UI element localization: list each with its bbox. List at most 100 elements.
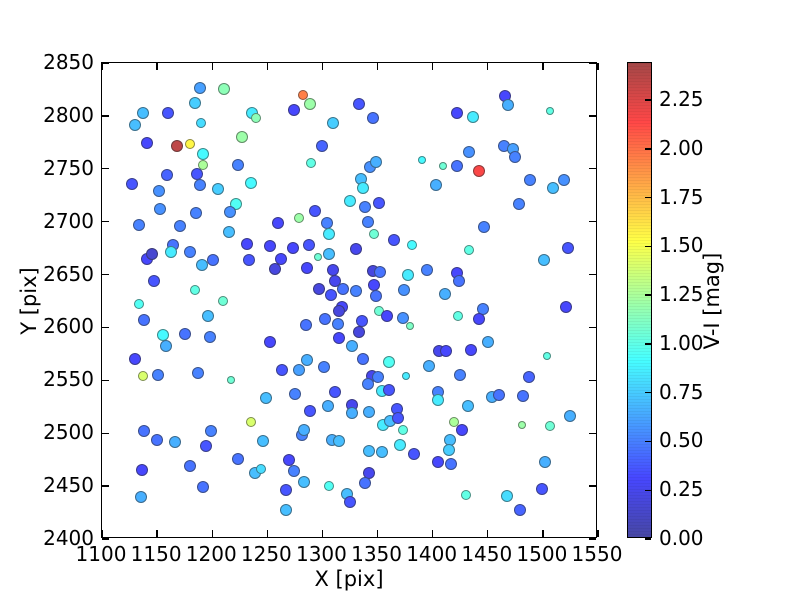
data-point (199, 439, 212, 452)
y-tick-label: 2750 (43, 155, 94, 180)
data-point (357, 181, 370, 194)
data-point (151, 433, 164, 446)
tick-mark (102, 379, 109, 382)
data-point (242, 253, 255, 266)
data-point (191, 366, 204, 379)
tick-mark (589, 326, 596, 329)
data-point (370, 289, 383, 302)
data-point (170, 139, 183, 152)
data-point (152, 369, 165, 382)
colorbar-tick-mark (645, 196, 651, 199)
data-point (398, 284, 410, 297)
data-point (297, 424, 310, 437)
data-point (450, 159, 463, 172)
colorbar-tick-mark (645, 489, 651, 491)
data-point (539, 455, 552, 468)
data-point (313, 283, 326, 296)
data-point (318, 312, 331, 325)
tick-mark (321, 530, 324, 537)
tick-mark (102, 326, 109, 329)
tick-mark (487, 530, 489, 537)
y-tick-label: 2400 (43, 526, 94, 550)
colorbar-tick-mark (645, 294, 651, 296)
tick-mark (589, 273, 596, 276)
data-point (465, 343, 478, 356)
data-point (159, 340, 172, 353)
data-point (564, 410, 577, 423)
data-point (537, 253, 550, 266)
data-point (272, 216, 285, 229)
data-point (294, 213, 305, 224)
tick-mark (589, 379, 596, 382)
data-point (134, 299, 145, 310)
data-point (382, 356, 395, 369)
data-point (174, 219, 187, 232)
data-point (396, 311, 409, 324)
y-tick-label: 2850 (43, 50, 94, 74)
colorbar-gradient (628, 63, 651, 537)
data-point (244, 176, 257, 189)
data-point (274, 252, 287, 265)
data-point (156, 328, 169, 341)
tick-mark (266, 63, 269, 70)
data-point (263, 336, 276, 349)
data-point (381, 309, 394, 322)
data-point (448, 416, 459, 427)
tick-mark (589, 168, 596, 170)
y-tick-label: 2700 (43, 208, 94, 233)
data-point (512, 197, 525, 210)
data-point (165, 246, 178, 259)
tick-mark (542, 530, 544, 537)
data-point (327, 117, 340, 130)
data-point (332, 304, 345, 317)
data-point (349, 243, 362, 256)
data-point (464, 245, 475, 256)
x-axis-label: X [pix] (314, 567, 384, 591)
data-point (500, 489, 513, 502)
data-point (461, 399, 474, 412)
x-tick-label: 1200 (185, 542, 237, 566)
data-point (201, 309, 214, 322)
data-point (235, 131, 248, 144)
data-point (304, 98, 317, 111)
y-tick-label: 2800 (43, 102, 94, 127)
data-point (323, 248, 336, 261)
tick-mark (487, 63, 489, 70)
data-point (405, 322, 414, 331)
data-point (352, 98, 365, 111)
tick-mark (597, 63, 599, 70)
colorbar-tick-label: 1.50 (659, 233, 704, 258)
data-point (370, 156, 383, 169)
tick-mark (589, 485, 596, 487)
data-point (432, 394, 445, 407)
data-point (492, 389, 505, 402)
tick-mark (102, 273, 109, 276)
tick-mark (589, 115, 596, 117)
data-point (543, 352, 552, 360)
tick-mark (376, 530, 379, 537)
data-point (501, 99, 514, 112)
data-point (423, 359, 436, 372)
y-tick-label: 2450 (43, 473, 94, 498)
data-point (245, 416, 256, 427)
data-point (129, 353, 142, 366)
data-point (546, 181, 559, 194)
data-point (372, 196, 385, 209)
data-point (517, 420, 526, 429)
data-point (222, 226, 235, 239)
data-point (432, 455, 445, 468)
tick-mark (431, 530, 434, 537)
data-point (332, 332, 345, 345)
colorbar-tick-label: 0.75 (659, 379, 704, 404)
data-point (373, 266, 386, 279)
data-point (421, 264, 434, 277)
colorbar-tick-label: 1.00 (659, 330, 704, 355)
colorbar-tick-mark (645, 148, 651, 150)
plot-area (101, 62, 599, 540)
data-point (406, 239, 417, 250)
colorbar-tick-label: 0.00 (659, 526, 704, 550)
data-point (162, 106, 175, 119)
data-point (251, 113, 262, 123)
data-point (456, 424, 469, 437)
data-point (297, 475, 310, 488)
